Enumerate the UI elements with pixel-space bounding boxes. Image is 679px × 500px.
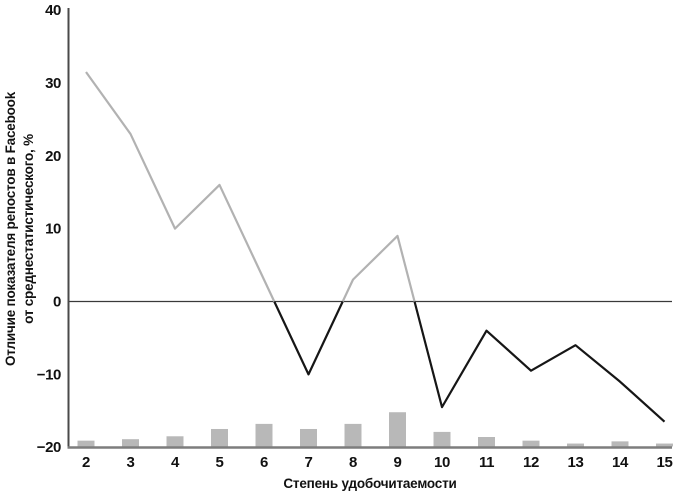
frequency-bar <box>122 439 139 447</box>
x-tick-label: 6 <box>260 454 268 471</box>
frequency-bar <box>77 440 95 447</box>
x-tick-label: 14 <box>612 454 629 471</box>
y-tick-label: 30 <box>45 75 61 92</box>
x-tick-label: 9 <box>394 454 402 471</box>
frequency-bar <box>611 441 629 447</box>
frequency-bar <box>166 436 184 447</box>
x-tick-label: 4 <box>171 454 180 471</box>
frequency-bar <box>433 431 451 447</box>
x-tick-label: 2 <box>82 454 90 471</box>
frequency-bar <box>522 440 540 447</box>
frequency-bar <box>389 412 406 447</box>
x-tick-label: 11 <box>479 454 494 471</box>
y-tick-label: −10 <box>37 366 61 383</box>
frequency-bar <box>255 423 273 447</box>
frequency-bar <box>656 443 673 447</box>
line-below-zero-segment <box>273 301 666 423</box>
x-tick-label: 13 <box>568 454 584 471</box>
x-tick-label: 5 <box>216 454 224 471</box>
x-axis-title: Степень удобочитаемости <box>283 476 457 491</box>
frequency-bar <box>344 423 362 447</box>
y-axis-title-line2: от среднестатистического, % <box>21 134 36 324</box>
x-tick-label: 10 <box>434 454 450 471</box>
y-tick-label: 10 <box>45 221 61 238</box>
frequency-bar <box>300 428 317 447</box>
frequency-bar <box>478 437 495 447</box>
y-tick-label: −20 <box>37 439 61 456</box>
y-axis-title-line1: Отличие показателя репостов в Facebook <box>3 91 18 367</box>
y-tick-label: 0 <box>53 294 61 311</box>
x-tick-label: 7 <box>305 454 313 471</box>
y-axis-title: Отличие показателя репостов в Facebook о… <box>2 0 44 464</box>
x-tick-label: 8 <box>349 454 357 471</box>
frequency-bar <box>211 428 228 447</box>
y-tick-label: 40 <box>45 2 61 19</box>
y-tick-label: 20 <box>45 148 61 165</box>
x-tick-label: 12 <box>523 454 539 471</box>
frequency-bar <box>567 443 584 447</box>
x-tick-label: 15 <box>657 454 673 471</box>
line-above-zero-segment <box>85 71 416 302</box>
x-tick-label: 3 <box>127 454 135 471</box>
